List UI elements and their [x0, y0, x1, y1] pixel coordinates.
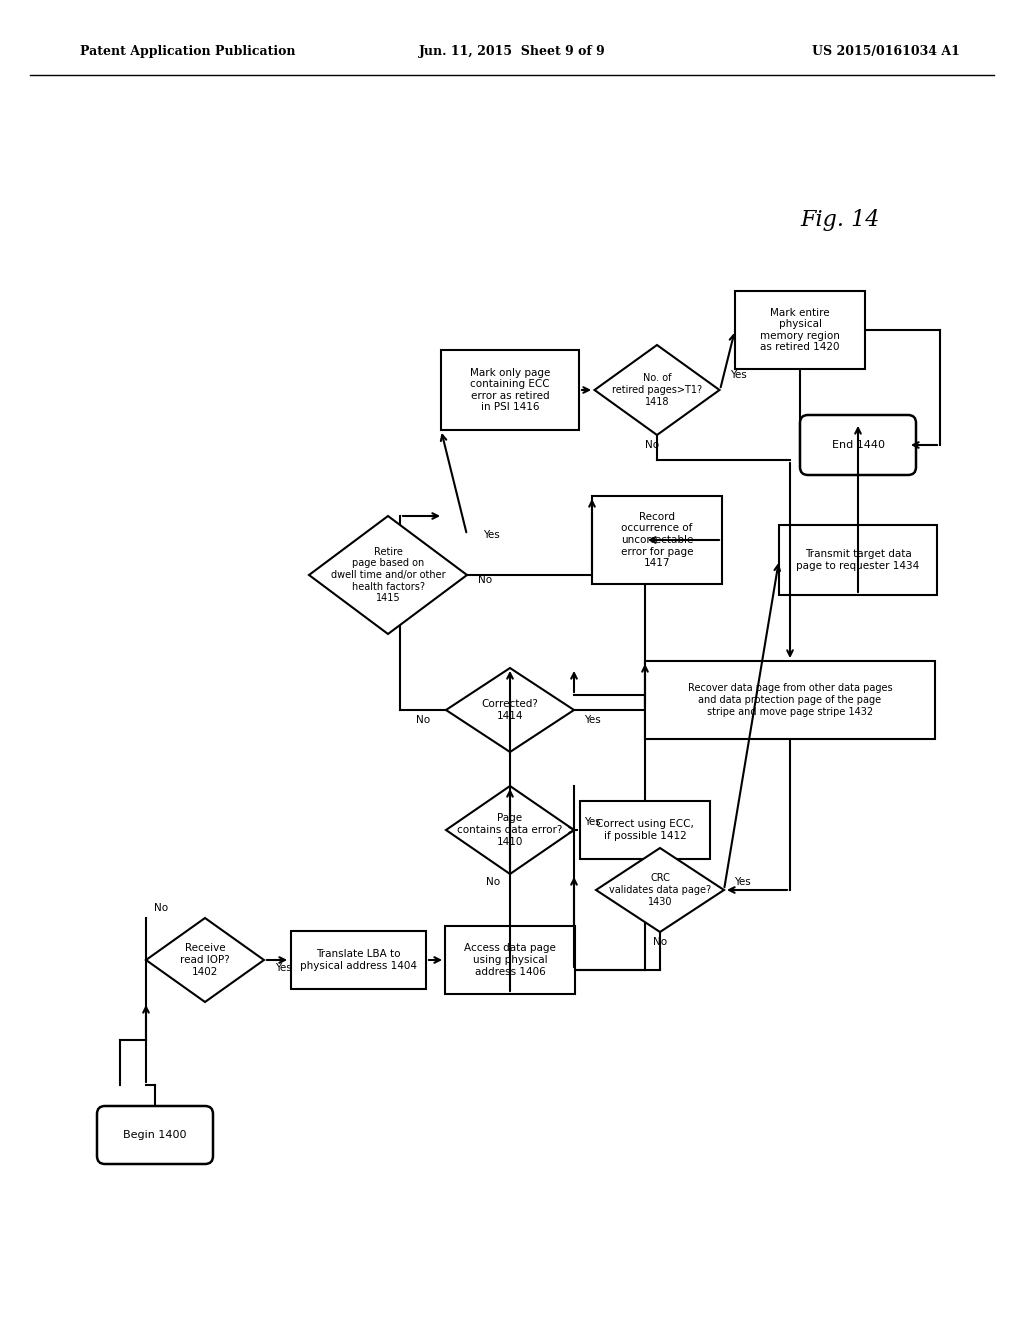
Text: No: No — [416, 715, 430, 725]
Text: No: No — [653, 937, 667, 946]
Text: No: No — [645, 440, 659, 450]
FancyBboxPatch shape — [800, 414, 916, 475]
Text: Corrected?
1414: Corrected? 1414 — [481, 700, 539, 721]
FancyBboxPatch shape — [580, 801, 710, 859]
Text: Receive
read IOP?
1402: Receive read IOP? 1402 — [180, 944, 229, 977]
Text: End 1440: End 1440 — [831, 440, 885, 450]
Polygon shape — [446, 668, 574, 752]
FancyBboxPatch shape — [291, 931, 426, 989]
Text: Yes: Yes — [734, 876, 751, 887]
Text: No: No — [154, 903, 168, 913]
Text: No: No — [485, 876, 500, 887]
Text: Recover data page from other data pages
and data protection page of the page
str: Recover data page from other data pages … — [688, 684, 892, 717]
Polygon shape — [146, 917, 264, 1002]
Text: Fig. 14: Fig. 14 — [801, 209, 880, 231]
Text: Page
contains data error?
1410: Page contains data error? 1410 — [458, 813, 562, 846]
Text: CRC
validates data page?
1430: CRC validates data page? 1430 — [609, 874, 711, 907]
Text: Correct using ECC,
if possible 1412: Correct using ECC, if possible 1412 — [596, 820, 694, 841]
Polygon shape — [309, 516, 467, 634]
Text: Yes: Yes — [584, 715, 601, 725]
Text: Access data page
using physical
address 1406: Access data page using physical address … — [464, 944, 556, 977]
Text: Record
occurrence of
uncorrectable
error for page
1417: Record occurrence of uncorrectable error… — [621, 512, 693, 568]
Text: Yes: Yes — [584, 817, 601, 828]
Text: Jun. 11, 2015  Sheet 9 of 9: Jun. 11, 2015 Sheet 9 of 9 — [419, 45, 605, 58]
Text: Retire
page based on
dwell time and/or other
health factors?
1415: Retire page based on dwell time and/or o… — [331, 546, 445, 603]
FancyBboxPatch shape — [735, 290, 865, 370]
FancyBboxPatch shape — [645, 661, 935, 739]
Text: Yes: Yes — [275, 964, 292, 973]
FancyBboxPatch shape — [445, 927, 575, 994]
Text: Begin 1400: Begin 1400 — [123, 1130, 186, 1140]
Text: Mark only page
containing ECC
error as retired
in PSI 1416: Mark only page containing ECC error as r… — [470, 367, 550, 412]
Polygon shape — [595, 345, 720, 436]
Text: Transmit target data
page to requester 1434: Transmit target data page to requester 1… — [797, 549, 920, 570]
Text: Yes: Yes — [730, 370, 746, 380]
FancyBboxPatch shape — [779, 525, 937, 595]
FancyBboxPatch shape — [592, 496, 722, 583]
Text: Yes: Yes — [483, 531, 500, 540]
Text: No: No — [478, 576, 493, 585]
Text: Translate LBA to
physical address 1404: Translate LBA to physical address 1404 — [299, 949, 417, 970]
Text: Patent Application Publication: Patent Application Publication — [80, 45, 296, 58]
FancyBboxPatch shape — [97, 1106, 213, 1164]
Text: No. of
retired pages>T1?
1418: No. of retired pages>T1? 1418 — [612, 374, 702, 407]
Polygon shape — [446, 785, 574, 874]
Text: Mark entire
physical
memory region
as retired 1420: Mark entire physical memory region as re… — [760, 308, 840, 352]
FancyBboxPatch shape — [441, 350, 579, 430]
Polygon shape — [596, 847, 724, 932]
Text: US 2015/0161034 A1: US 2015/0161034 A1 — [812, 45, 961, 58]
